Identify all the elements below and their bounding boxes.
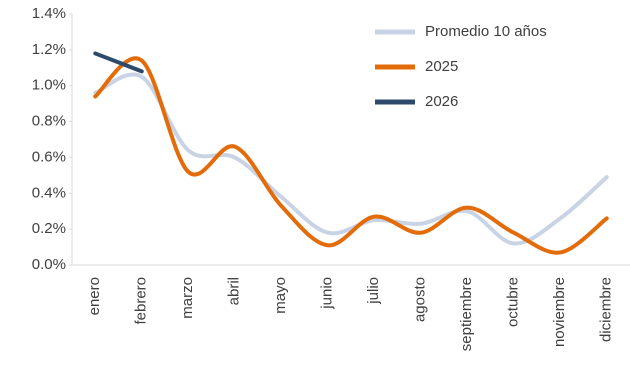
x-tick-label: agosto	[412, 277, 429, 322]
line-series	[93, 56, 609, 255]
line-series	[93, 51, 144, 74]
y-tick-label: 1.0%	[32, 77, 66, 94]
y-tick-label: 0.2%	[32, 220, 66, 237]
y-tick-label: 1.2%	[32, 41, 66, 58]
x-tick-label: noviembre	[551, 277, 568, 347]
y-tick-label: 0.0%	[32, 256, 66, 273]
x-tick-label: septiembre	[458, 277, 475, 351]
y-tick-label: 0.6%	[32, 148, 66, 165]
legend-label: 2026	[425, 93, 458, 110]
x-tick-label: julio	[365, 277, 382, 305]
x-tick-label: febrero	[133, 277, 150, 325]
legend-label: Promedio 10 años	[425, 23, 547, 40]
line-series	[93, 72, 609, 246]
y-tick-label: 0.4%	[32, 184, 66, 201]
x-tick-label: junio	[319, 277, 336, 310]
x-tick-label: marzo	[179, 277, 196, 319]
x-tick-label: enero	[86, 277, 103, 315]
x-tick-label: mayo	[272, 277, 289, 314]
x-tick-label: diciembre	[598, 277, 615, 342]
x-tick-label: abril	[226, 277, 243, 305]
x-tick-label: octubre	[505, 277, 522, 327]
y-tick-label: 1.4%	[32, 5, 66, 22]
legend-label: 2025	[425, 58, 458, 75]
y-tick-label: 0.8%	[32, 113, 66, 130]
